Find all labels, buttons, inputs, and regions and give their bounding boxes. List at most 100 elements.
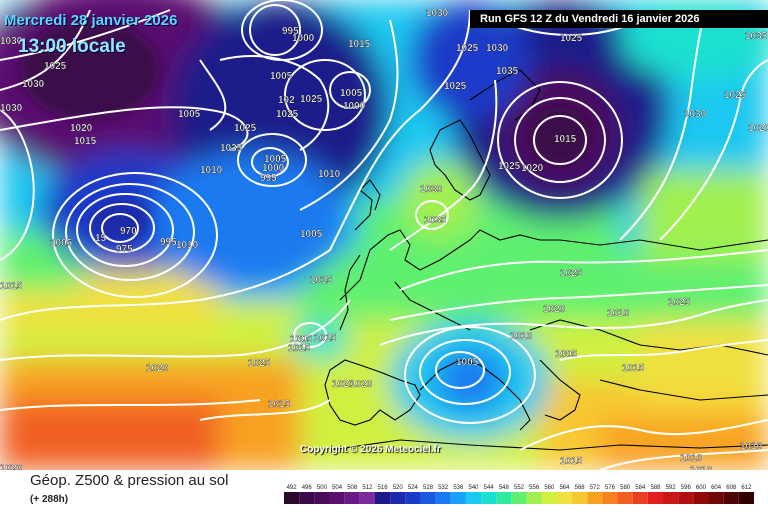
legend-swatch [647, 492, 664, 504]
pressure-label: 1020 [748, 123, 768, 134]
legend-tick: 572 [590, 485, 601, 491]
legend-tick: 496 [302, 485, 313, 491]
pressure-label: 1025 [300, 94, 323, 105]
legend-tick: 512 [362, 485, 373, 491]
legend-tick: 544 [484, 485, 495, 491]
pressure-label: 1005 [50, 238, 73, 249]
map-title: Géop. Z500 & pression au sol [30, 472, 229, 489]
legend-tick: 492 [287, 485, 298, 491]
pressure-label: 1010 [318, 169, 341, 180]
pressure-label: 1025 [44, 61, 67, 72]
pressure-label: 1010 [200, 165, 223, 176]
pressure-label: 1025 [668, 297, 691, 308]
legend-tick: 552 [514, 485, 525, 491]
forecast-date: Mercredi 28 janvier 2026 [4, 12, 178, 29]
pressure-label: 1035 [745, 31, 768, 42]
legend-swatch [526, 492, 542, 504]
legend-swatch [465, 492, 482, 504]
forecast-lead: (+ 288h) [30, 494, 69, 505]
legend-swatch [481, 492, 497, 504]
pressure-label: 1025 [234, 123, 257, 134]
pressure-label: 1020 [350, 379, 373, 390]
legend-swatch [344, 492, 360, 504]
legend-tick: 596 [681, 485, 692, 491]
legend-tick: 564 [559, 485, 570, 491]
legend-swatch [632, 492, 648, 504]
legend-tick: 604 [711, 485, 722, 491]
legend-swatch [693, 492, 709, 504]
pressure-label: 1010 [607, 308, 630, 319]
legend-swatch [572, 492, 588, 504]
pressure-label: 1020 [0, 463, 23, 470]
pressure-label: 1000 [292, 33, 315, 44]
legend-tick: 516 [378, 485, 389, 491]
pressure-label: 1005 [555, 349, 578, 360]
pressure-label: 975 [116, 244, 133, 255]
pressure-label: 1025 [498, 161, 521, 172]
pressure-label: 1020 [70, 123, 93, 134]
legend-tick: 500 [317, 485, 328, 491]
legend-swatch [496, 492, 512, 504]
copyright: Copyright © 2026 Meteociel.fr [300, 444, 441, 455]
legend-swatch [359, 492, 375, 504]
pressure-label: 1030 [0, 103, 23, 114]
pressure-label: 1015 [310, 275, 333, 286]
pressure-label: 1035 [424, 215, 447, 226]
pressure-label: 1025 [444, 81, 467, 92]
legend-swatch [723, 492, 739, 504]
legend-swatch [678, 492, 694, 504]
pressure-label: 1030 [420, 184, 443, 195]
legend-swatch [663, 492, 679, 504]
legend-swatch [738, 492, 754, 504]
pressure-label: 1035 [496, 66, 519, 77]
pressure-label: 1025 [724, 90, 747, 101]
pressure-label: 1015 [554, 134, 577, 145]
legend-tick: 584 [635, 485, 646, 491]
pressure-label: 102 [278, 95, 295, 106]
legend-tick: 608 [726, 485, 737, 491]
legend-tick: 588 [650, 485, 661, 491]
legend-tick: 576 [605, 485, 616, 491]
pressure-label: 1030 [684, 109, 707, 120]
pressure-label: 1015 [560, 456, 583, 467]
pressure-label: 1025 [276, 109, 299, 120]
legend-tick: 528 [423, 485, 434, 491]
pressure-label: 1025 [560, 33, 583, 44]
legend-swatch [374, 492, 391, 504]
pressure-label: 1005 [456, 357, 479, 368]
pressure-label: 1005 [340, 88, 363, 99]
legend-swatch [329, 492, 345, 504]
legend-tick: 612 [741, 485, 752, 491]
forecast-time: 13:00 locale [18, 36, 126, 57]
legend-swatch [708, 492, 724, 504]
legend-swatch [511, 492, 527, 504]
legend-tick: 524 [408, 485, 419, 491]
legend-swatch [602, 492, 618, 504]
legend-tick: 540 [469, 485, 480, 491]
legend-swatch [587, 492, 603, 504]
legend-tick: 592 [666, 485, 677, 491]
pressure-label: 1000 [262, 163, 285, 174]
pressure-label: 1005 [290, 334, 313, 345]
pressure-label: 1035 [220, 143, 243, 154]
footer: Géop. Z500 & pression au sol (+ 288h) 49… [0, 470, 768, 512]
pressure-label: 1015 [0, 281, 23, 292]
pressure-label: 1030 [22, 79, 45, 90]
legend-swatch [314, 492, 330, 504]
pressure-label: 1015 [348, 39, 371, 50]
legend-swatch [450, 492, 466, 504]
pressure-label: 995 [260, 173, 277, 184]
map-canvas: 1030102510301030102010151005101010059709… [0, 0, 768, 470]
pressure-label: 1015 [268, 399, 291, 410]
legend-tick: 556 [529, 485, 540, 491]
legend-tick: 568 [575, 485, 586, 491]
legend-tick: 520 [393, 485, 404, 491]
pressure-label: 1025 [248, 358, 271, 369]
pressure-label: 995 [282, 26, 299, 37]
legend-swatch [284, 492, 300, 504]
legend-swatch [435, 492, 451, 504]
pressure-label: 1015 [622, 363, 645, 374]
pressure-label: 1020 [521, 163, 544, 174]
pressure-label: 1010 [510, 331, 533, 342]
